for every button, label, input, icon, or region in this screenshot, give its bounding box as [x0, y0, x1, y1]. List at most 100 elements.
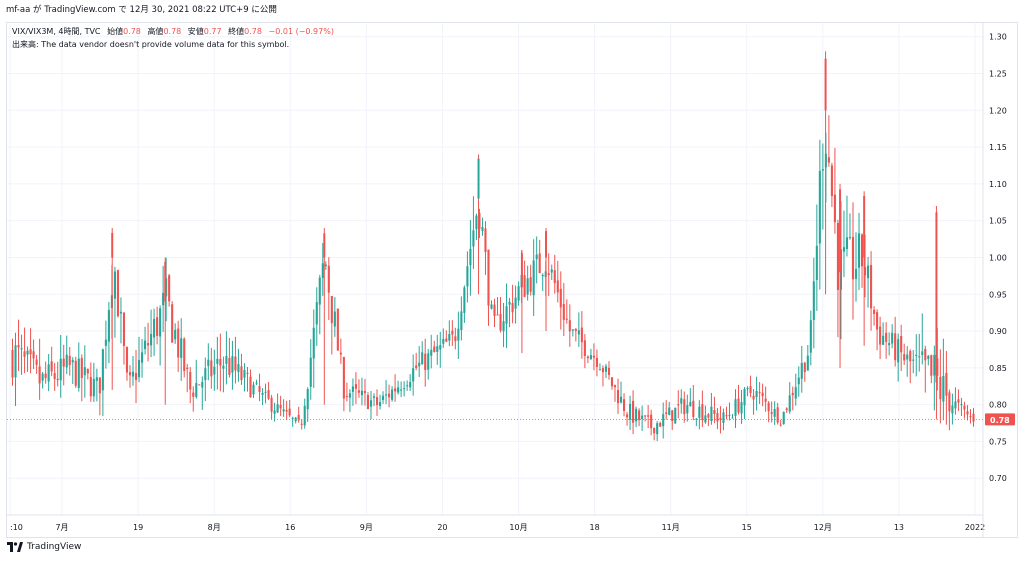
y-tick-label: 0.90 — [989, 327, 1007, 336]
candle-body — [767, 402, 770, 412]
candle-body — [412, 368, 415, 382]
candle-body — [574, 328, 577, 331]
candle-body — [583, 340, 586, 357]
candle-body — [50, 361, 53, 372]
volume-note: 出来高: The data vendor doesn't provide vol… — [12, 40, 290, 49]
candle-body — [62, 358, 65, 367]
candle-body — [734, 399, 737, 416]
candle-body — [653, 427, 656, 434]
y-tick-label: 1.00 — [989, 253, 1007, 262]
candle-body — [348, 393, 351, 398]
candle-body — [354, 384, 357, 389]
candle-body — [749, 386, 752, 393]
candle-body — [276, 404, 279, 413]
candle-body — [92, 378, 95, 397]
candle-body — [848, 237, 852, 239]
candle-body — [291, 417, 294, 419]
candle-body — [41, 373, 44, 381]
candle-body — [300, 423, 303, 425]
candle-body — [26, 350, 29, 355]
candle-body — [882, 335, 885, 345]
candle-body — [240, 366, 243, 381]
x-tick-label: :10 — [10, 523, 23, 532]
candle-body — [794, 387, 797, 399]
candle-body — [219, 358, 222, 366]
candle-body — [234, 356, 237, 371]
candle-body — [806, 355, 809, 371]
candle-body — [632, 400, 635, 423]
candle-body — [728, 414, 731, 416]
candle-body — [752, 395, 755, 400]
candle-body — [867, 265, 870, 279]
candle-body — [951, 405, 954, 414]
candle-body — [671, 410, 674, 422]
symbol-label[interactable]: VIX/VIX3M, 4時間, TVC — [12, 27, 101, 36]
candle-body — [351, 386, 354, 392]
candle-body — [535, 254, 538, 260]
candle-body — [776, 407, 779, 423]
candle-body — [827, 157, 830, 163]
candle-body — [493, 304, 496, 317]
candle-body — [725, 415, 728, 417]
candle-body — [433, 346, 436, 353]
candle-body — [321, 263, 324, 279]
candle-body — [785, 408, 788, 411]
y-tick-label: 0.70 — [989, 474, 1007, 483]
candle-body — [195, 383, 198, 397]
spike-body — [164, 261, 167, 302]
candle-body — [119, 311, 123, 314]
candle-body — [478, 213, 481, 229]
candle-body — [601, 368, 605, 373]
candle-body — [626, 414, 629, 418]
candle-body — [818, 170, 821, 244]
candle-body — [490, 304, 493, 309]
footer[interactable]: TradingView — [7, 542, 81, 552]
chart-frame[interactable] — [6, 22, 1018, 538]
candle-body — [267, 390, 270, 399]
candle-body — [454, 336, 457, 342]
candle-body — [656, 423, 659, 435]
candle-body — [107, 310, 110, 342]
high-value: 0.78 — [163, 27, 182, 36]
footer-brand[interactable]: TradingView — [27, 542, 82, 552]
candle-body — [381, 395, 385, 401]
candle-body — [231, 356, 234, 373]
candle-body — [192, 392, 195, 397]
candle-body — [363, 390, 367, 394]
candle-body — [568, 320, 571, 332]
candle-body — [870, 264, 873, 309]
x-tick-label: 15 — [742, 523, 752, 532]
candle-body — [523, 275, 526, 297]
candle-body — [156, 317, 159, 336]
candle-body — [345, 395, 348, 397]
candle-body — [791, 392, 794, 396]
candle-body — [610, 377, 614, 387]
candle-body — [903, 354, 906, 361]
spike-body — [824, 58, 827, 111]
open-label: 始値 — [107, 27, 124, 36]
candle-body — [607, 367, 611, 376]
candle-body — [400, 389, 403, 391]
candle-body — [966, 411, 969, 415]
candle-body — [517, 286, 520, 301]
candle-body — [122, 312, 126, 346]
candle-body — [945, 372, 948, 396]
candle-body — [369, 400, 373, 407]
candle-body — [484, 228, 487, 252]
candle-body — [788, 395, 791, 412]
candle-body — [680, 398, 683, 404]
candle-body — [622, 399, 626, 411]
candle-body — [644, 415, 647, 417]
candle-body — [128, 372, 132, 376]
y-tick-label: 1.10 — [989, 180, 1007, 189]
candle-body — [201, 382, 204, 388]
candle-body — [98, 377, 101, 394]
candle-body — [860, 234, 864, 267]
candle-body — [638, 410, 641, 421]
candle-body — [553, 270, 556, 284]
candle-body — [836, 223, 839, 290]
candle-body — [357, 390, 360, 393]
candle-body — [541, 274, 544, 277]
candle-body — [418, 362, 421, 367]
